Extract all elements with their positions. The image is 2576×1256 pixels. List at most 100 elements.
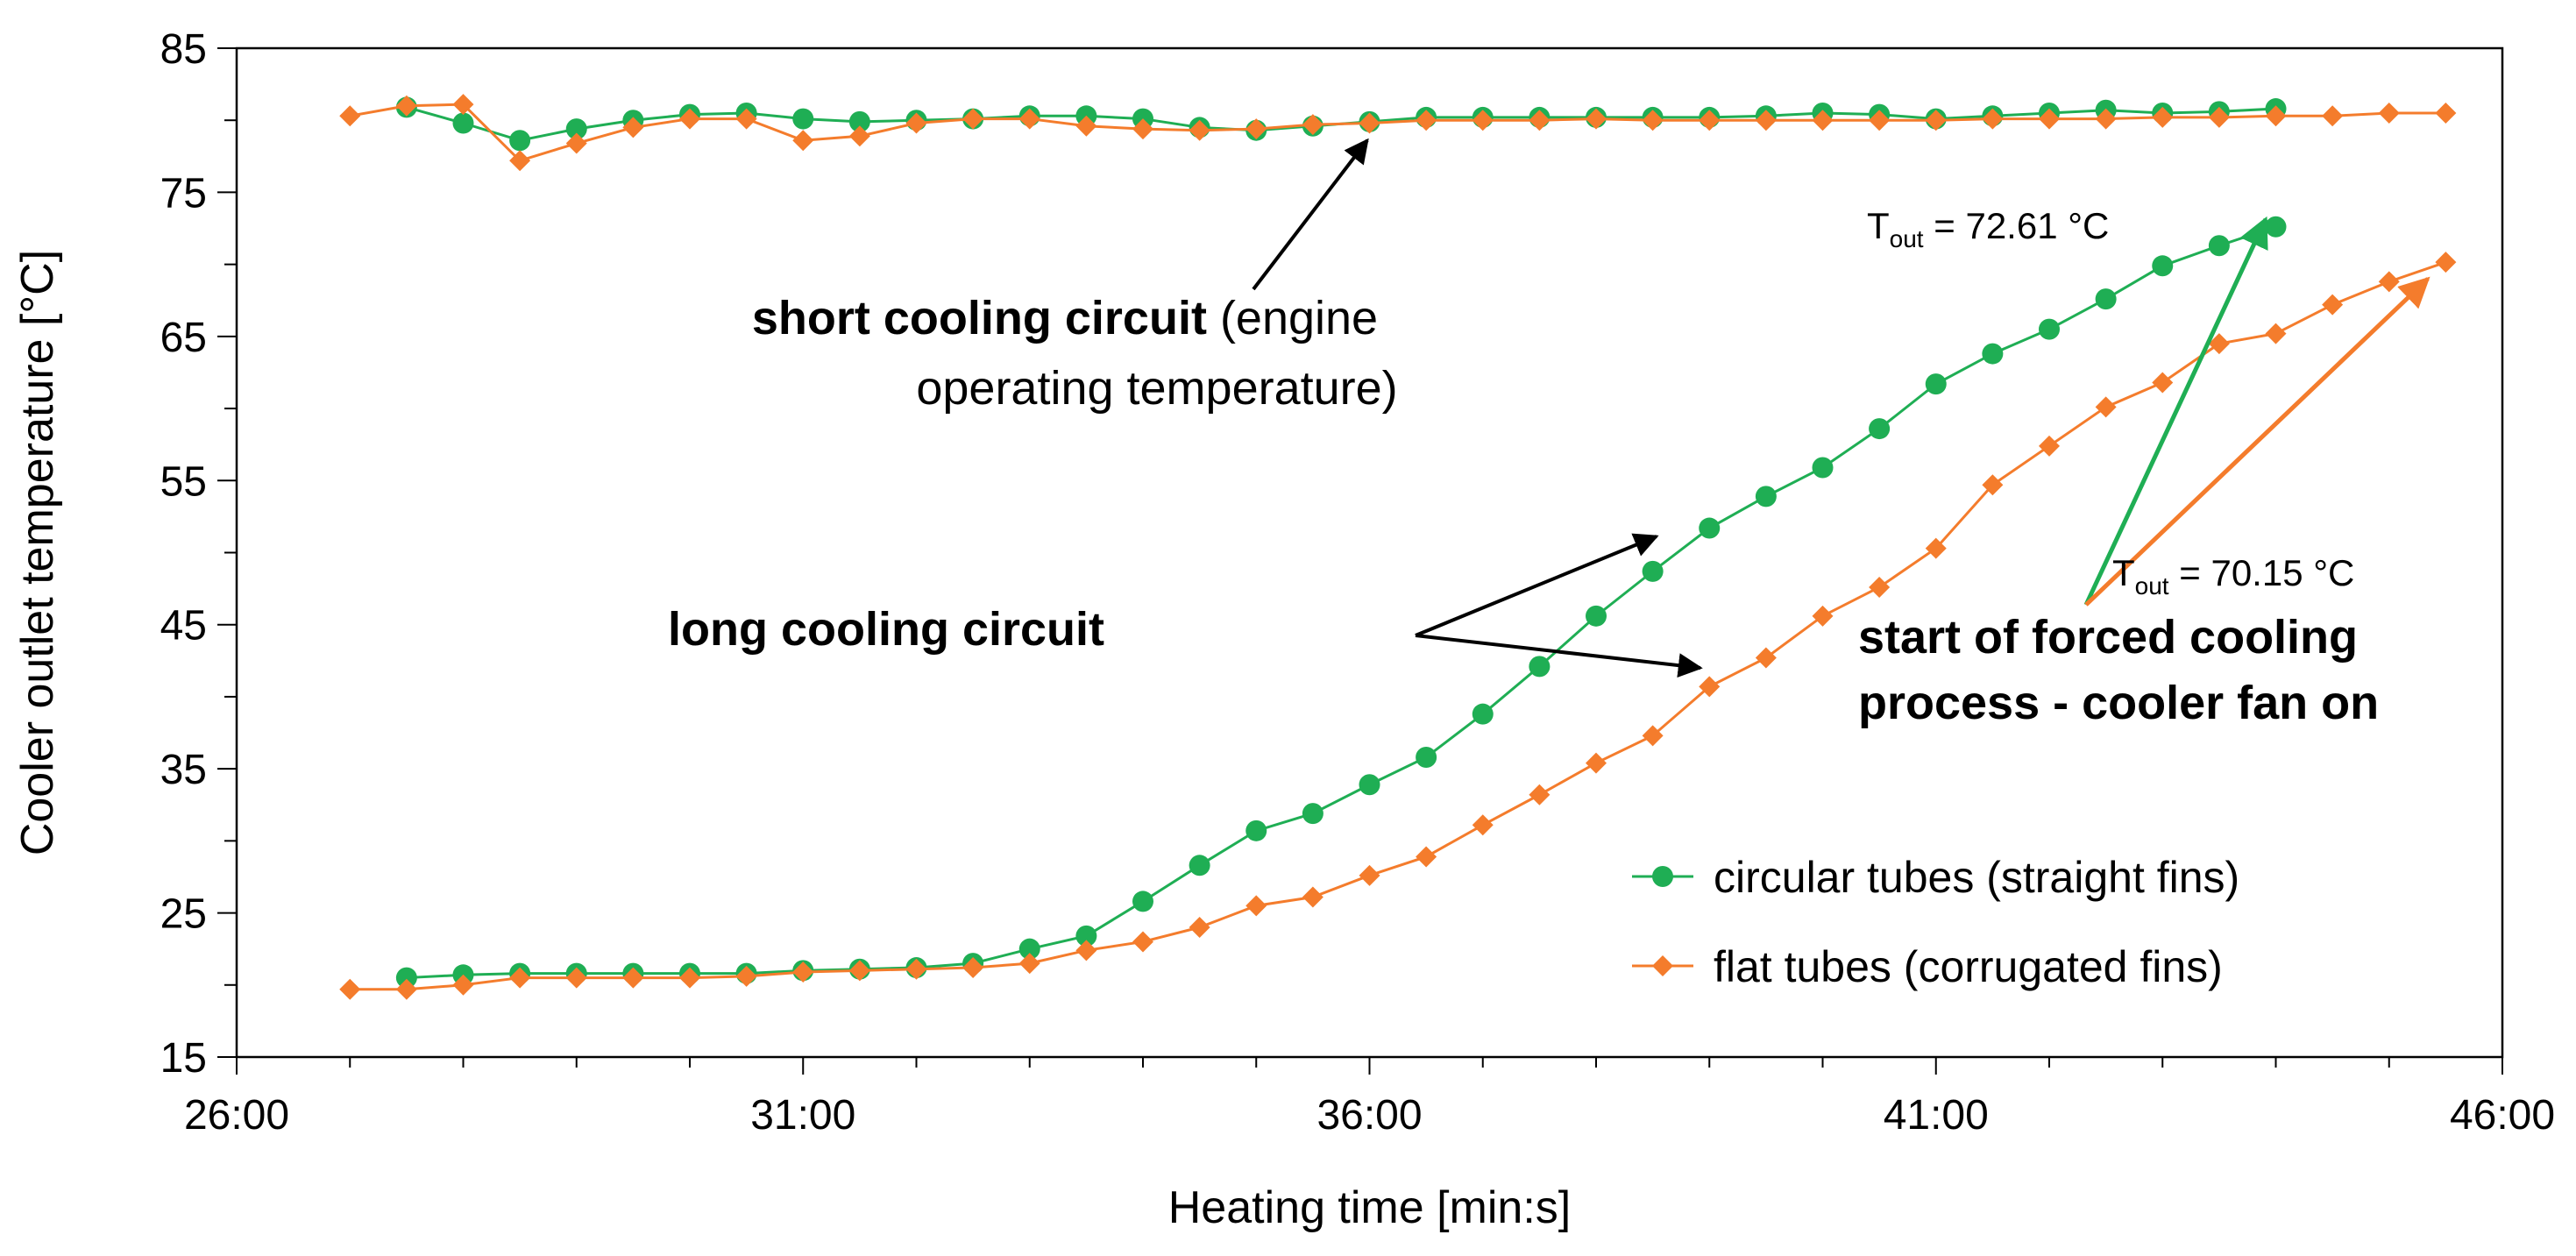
data-point-circle	[1018, 938, 1040, 960]
x-tick-label: 46:00	[2450, 1092, 2555, 1139]
data-point-diamond	[1642, 110, 1664, 131]
data-point-diamond	[2435, 252, 2457, 273]
data-point-diamond	[1699, 676, 1721, 698]
data-point-diamond	[1132, 931, 1153, 953]
data-point-diamond	[1529, 784, 1551, 805]
data-point-diamond	[339, 105, 361, 127]
series-line	[406, 225, 2276, 980]
data-point-circle	[848, 110, 870, 132]
y-tick-label: 15	[160, 1035, 207, 1082]
annotation-short-circuit-line1: short cooling circuit (engine	[752, 292, 1378, 344]
data-point-diamond	[509, 967, 531, 989]
annotation-short-circuit-bold: short cooling circuit	[752, 292, 1207, 344]
data-point-diamond	[2435, 102, 2457, 124]
data-point-circle	[452, 112, 474, 134]
data-point-diamond	[1075, 940, 1097, 962]
data-point-diamond	[1245, 118, 1267, 140]
series-2-long-circle	[395, 216, 2287, 989]
data-point-diamond	[2095, 396, 2117, 418]
data-point-circle	[1359, 774, 1380, 796]
data-point-circle	[1925, 373, 1947, 395]
series-layer	[339, 94, 2457, 1000]
annotation-fan-line1: start of forced cooling	[1858, 611, 2358, 663]
data-point-diamond	[2322, 294, 2344, 316]
data-point-diamond	[1302, 886, 1323, 908]
tout-label-circular: Tout = 72.61 °C	[1867, 205, 2109, 252]
x-tick-label: 26:00	[184, 1092, 289, 1139]
data-point-circle	[1869, 418, 1891, 440]
series-3-long-diamond	[339, 252, 2457, 1000]
data-point-diamond	[2039, 435, 2060, 457]
tout-label-circular-value: = 72.61 °C	[1924, 205, 2110, 246]
data-point-diamond	[1018, 953, 1040, 975]
data-point-circle	[565, 118, 587, 140]
data-point-diamond	[1755, 647, 1777, 669]
tout-label-flat-value: = 70.15 °C	[2169, 552, 2355, 593]
plot-frame	[235, 46, 2504, 1059]
data-point-diamond	[395, 978, 417, 1000]
arrow-fan-orange	[2084, 276, 2431, 607]
data-point-circle	[1586, 605, 1607, 627]
data-point-diamond	[962, 957, 984, 979]
y-axis-title: Cooler outlet temperature [°C]	[12, 250, 63, 855]
legend-label: circular tubes (straight fins)	[1714, 853, 2239, 902]
data-point-diamond	[2095, 108, 2117, 130]
data-point-diamond	[1189, 119, 1210, 141]
y-tick-label: 25	[160, 891, 207, 938]
data-point-diamond	[452, 94, 474, 116]
data-point-diamond	[735, 965, 757, 987]
data-point-diamond	[735, 108, 757, 130]
tout-label-flat-sub: out	[2135, 572, 2169, 600]
data-point-diamond	[622, 967, 644, 989]
y-tick-label: 35	[160, 747, 207, 793]
tout-label-circular-prefix: T	[1867, 205, 1890, 246]
annotations: short cooling circuit (engine operating t…	[668, 138, 2431, 729]
legend-item-circular: circular tubes (straight fins)	[1632, 853, 2239, 902]
data-point-circle	[1189, 855, 1210, 876]
data-point-diamond	[1869, 576, 1891, 598]
data-point-diamond	[1642, 725, 1664, 747]
data-point-diamond	[1812, 110, 1834, 131]
annotation-short-circuit-normal: (engine	[1207, 292, 1378, 344]
data-point-diamond	[1018, 108, 1040, 130]
data-point-circle	[1132, 891, 1153, 912]
legend-marker-diamond	[1652, 955, 1673, 976]
data-point-diamond	[1359, 112, 1380, 134]
annotation-long-circuit: long cooling circuit	[668, 603, 1104, 656]
data-point-diamond	[2152, 372, 2174, 394]
data-point-circle	[2208, 235, 2230, 257]
x-axis-title: Heating time [min:s]	[1168, 1182, 1572, 1233]
data-point-diamond	[792, 130, 814, 152]
data-point-circle	[1245, 820, 1267, 841]
data-point-circle	[792, 108, 814, 130]
data-point-diamond	[452, 974, 474, 996]
data-point-diamond	[848, 125, 870, 147]
data-point-diamond	[905, 112, 927, 134]
legend-item-flat: flat tubes (corrugated fins)	[1632, 942, 2223, 991]
y-tick-label: 65	[160, 315, 207, 361]
arrow-fan-green	[2083, 216, 2268, 607]
data-point-diamond	[1189, 917, 1210, 939]
annotation-fan-line2: process - cooler fan on	[1858, 677, 2379, 729]
x-tick-label: 41:00	[1884, 1092, 1989, 1139]
data-point-diamond	[1699, 110, 1721, 131]
data-point-diamond	[509, 150, 531, 172]
data-point-circle	[2039, 318, 2060, 340]
data-point-diamond	[622, 117, 644, 138]
data-point-diamond	[1925, 537, 1947, 559]
data-point-circle	[509, 130, 531, 152]
annotation-short-circuit-line2: operating temperature)	[916, 362, 1397, 415]
axes: 15 25 35 45 55 65 75 85 26:00 31:00 36:00 41:00 46:0…	[12, 26, 2555, 1233]
data-point-diamond	[848, 960, 870, 982]
tout-label-flat: Tout = 70.15 °C	[2112, 552, 2354, 600]
data-point-diamond	[339, 978, 361, 1000]
tout-label-circular-sub: out	[1890, 225, 1924, 252]
data-point-diamond	[1529, 110, 1551, 131]
data-point-diamond	[1075, 115, 1097, 137]
y-tick-label: 45	[160, 603, 207, 649]
data-point-diamond	[2208, 106, 2230, 128]
legend-label: flat tubes (corrugated fins)	[1714, 942, 2223, 991]
data-point-diamond	[2265, 323, 2287, 344]
data-point-circle	[1982, 343, 2004, 365]
data-point-diamond	[2265, 105, 2287, 127]
